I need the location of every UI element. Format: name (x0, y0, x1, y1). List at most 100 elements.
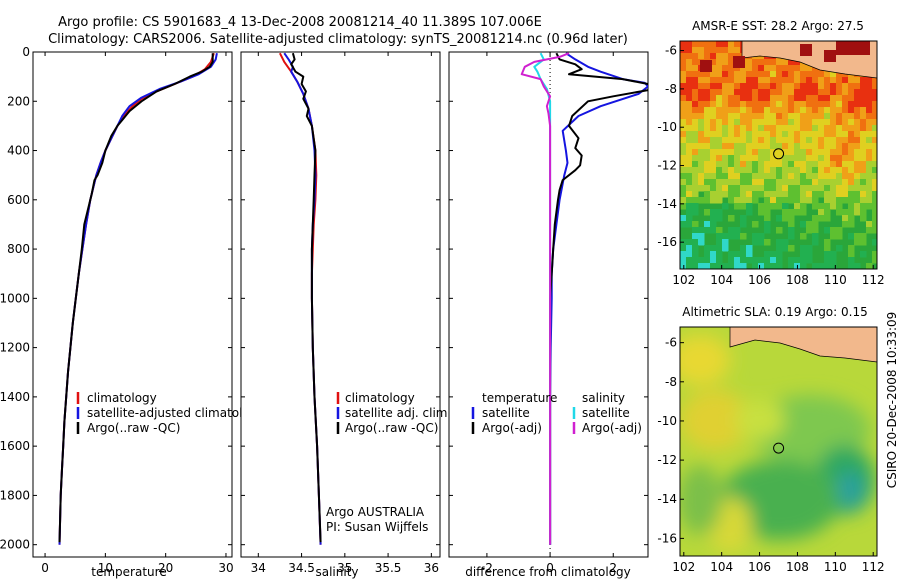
sst-cell (830, 107, 837, 114)
sst-cell (710, 125, 717, 132)
sst-cell (854, 239, 861, 246)
sst-cell (800, 149, 807, 156)
sst-cell (806, 245, 813, 252)
map-x-tick-label: 106 (748, 560, 771, 574)
sst-cell (752, 197, 759, 204)
sst-cell (698, 263, 705, 269)
sst-cell (812, 95, 819, 102)
sst-cell (740, 65, 747, 72)
sst-cell (800, 119, 807, 126)
sst-cell (692, 41, 699, 48)
sst-cell (734, 83, 741, 90)
sst-cell (728, 257, 735, 264)
sst-cell (830, 83, 837, 90)
sst-cell (716, 119, 723, 126)
sst-cell (764, 227, 771, 234)
sst-cell (680, 107, 687, 114)
sst-cell (872, 227, 877, 234)
sst-cell (812, 161, 819, 168)
sst-cell (872, 251, 877, 258)
sst-cell (680, 95, 687, 102)
sst-cell (764, 125, 771, 132)
sst-cell (764, 137, 771, 144)
sst-cell (866, 185, 873, 192)
sst-cell (842, 101, 849, 108)
sst-cell (788, 71, 795, 78)
sst-cell (794, 71, 801, 78)
sst-cell (710, 113, 717, 120)
sst-cell (806, 65, 813, 72)
sst-cell (698, 125, 705, 132)
sst-cell (704, 77, 711, 84)
sst-cell (842, 143, 849, 150)
sst-cell (812, 131, 819, 138)
sst-cell (716, 167, 723, 174)
sst-cell (734, 119, 741, 126)
sst-cell (704, 185, 711, 192)
sst-cell (836, 119, 843, 126)
sst-cell (728, 155, 735, 162)
sst-cell (830, 131, 837, 138)
sst-cell (710, 137, 717, 144)
sst-cell (806, 251, 813, 258)
sst-cell (812, 149, 819, 156)
sst-cell (854, 167, 861, 174)
sst-cell (824, 77, 831, 84)
sst-cell (740, 191, 747, 198)
sst-cell (818, 173, 825, 180)
sst-cell (836, 233, 843, 240)
sst-cell (764, 71, 771, 78)
sst-cell (710, 119, 717, 126)
sst-cell (722, 83, 729, 90)
sst-cell (704, 161, 711, 168)
sst-cell (680, 131, 687, 138)
sst-cell (722, 137, 729, 144)
sst-cell (788, 119, 795, 126)
sst-cell (794, 113, 801, 120)
sst-cell (854, 179, 861, 186)
sst-cell (740, 83, 747, 90)
legend-title-salinity: salinity (582, 391, 625, 405)
sst-cell (836, 77, 843, 84)
sst-cell (704, 197, 711, 204)
sst-cell (698, 101, 705, 108)
sst-cell (686, 167, 693, 174)
sst-cell (722, 245, 729, 252)
sst-cell (710, 197, 717, 204)
sst-cell (722, 239, 729, 246)
sst-cell (764, 155, 771, 162)
sst-cell (842, 173, 849, 180)
sst-cell (728, 71, 735, 78)
sla-map-ticks: 102 104 106 108 110 112 -6 -8 -10 -12 -14 -16 (657, 336, 884, 574)
sst-cell (764, 101, 771, 108)
legend-label-temp-satellite: satellite (482, 406, 530, 420)
sst-cell (752, 185, 759, 192)
sst-cell (764, 113, 771, 120)
sst-cell (692, 119, 699, 126)
sst-cell (776, 173, 783, 180)
sst-cell (728, 113, 735, 120)
sst-map-title: AMSR-E SST: 28.2 Argo: 27.5 (692, 19, 864, 33)
sst-cell (710, 263, 717, 269)
map-y-tick-label: -6 (665, 336, 677, 350)
sst-cell (794, 197, 801, 204)
sst-cell (704, 251, 711, 258)
sst-cell (836, 137, 843, 144)
legend-label-satellite: satellite adj. clim. (345, 406, 451, 420)
sst-cell (710, 257, 717, 264)
sst-cell (818, 107, 825, 114)
sst-cell (698, 149, 705, 156)
sst-cell (836, 95, 843, 102)
sst-cell (734, 185, 741, 192)
sst-cell (842, 95, 849, 102)
sst-cell (680, 185, 687, 192)
sst-cell (872, 131, 877, 138)
sst-cell (692, 209, 699, 216)
sst-cell (866, 197, 873, 204)
sst-cell (776, 263, 783, 269)
sst-cell (740, 245, 747, 252)
sst-cell (788, 77, 795, 84)
sst-cell (800, 179, 807, 186)
sst-cell (860, 251, 867, 258)
